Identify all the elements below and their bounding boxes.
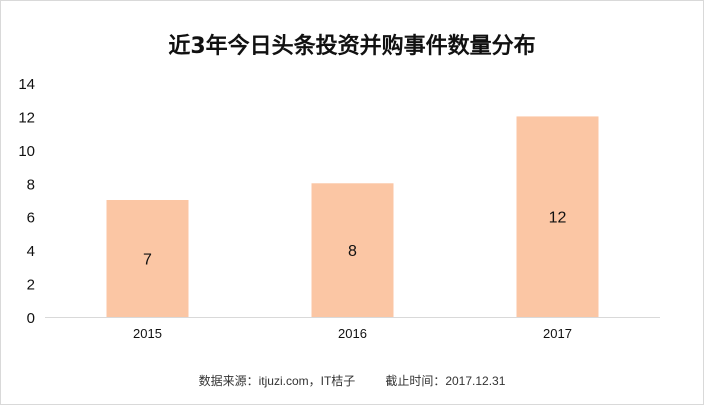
y-axis: 0 2 4 6 8 10 12 14: [18, 76, 35, 327]
data-label: 7: [143, 252, 152, 269]
x-tick-label: 2015: [133, 326, 162, 341]
chart-title: 近3年今日头条投资并购事件数量分布: [168, 34, 536, 59]
x-tick-label: 2017: [543, 326, 572, 341]
y-tick-label: 10: [18, 143, 35, 160]
bar: [106, 200, 189, 317]
source-note: 数据来源：itjuzi.com，IT桔子 截止时间：2017.12.31: [0, 372, 704, 389]
y-tick-label: 2: [27, 277, 35, 294]
y-tick-label: 6: [27, 210, 35, 227]
y-tick-label: 0: [27, 310, 35, 327]
data-label: 8: [348, 243, 357, 260]
y-tick-label: 12: [18, 109, 35, 126]
x-axis: 2015 2016 2017: [133, 326, 572, 341]
y-tick-label: 14: [18, 76, 35, 93]
x-tick-label: 2016: [338, 326, 367, 341]
bar: [311, 183, 394, 317]
data-label: 12: [549, 210, 567, 227]
y-tick-label: 8: [27, 176, 35, 193]
cutoff-text: 截止时间：2017.12.31: [385, 374, 506, 388]
source-text: 数据来源：itjuzi.com，IT桔子: [198, 374, 356, 388]
bar: [516, 116, 599, 317]
bars-group: 7 8 12: [106, 116, 599, 317]
y-tick-label: 4: [27, 243, 35, 260]
